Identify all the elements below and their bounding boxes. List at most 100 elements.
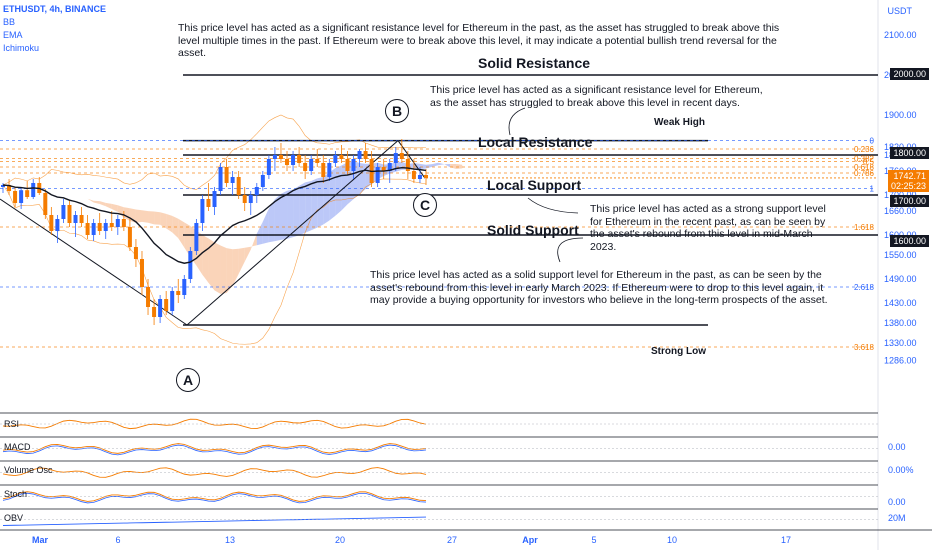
ichimoku-cloud-segment xyxy=(238,247,245,274)
current-price-label: 1742.71 02:25:23 xyxy=(887,170,929,192)
candle-body xyxy=(121,219,126,227)
candle-body xyxy=(297,155,302,163)
y-tick-label: 1330.00 xyxy=(884,338,917,348)
candle-body xyxy=(333,155,338,163)
candle-body xyxy=(278,155,283,159)
x-tick-label: 17 xyxy=(781,535,791,545)
candle-body xyxy=(260,175,265,187)
ichimoku-cloud-segment xyxy=(280,190,288,240)
candle-body xyxy=(55,219,60,231)
indicator-line xyxy=(2,491,427,502)
candle-body xyxy=(146,287,151,307)
candle-body xyxy=(176,291,181,295)
ichimoku-cloud-segment xyxy=(444,164,451,168)
price-label-1800: 1800.00 xyxy=(890,147,929,159)
candle-body xyxy=(194,223,199,251)
candle-body xyxy=(375,167,380,183)
y-tick-label: 2100.00 xyxy=(884,30,917,40)
stoch-panel-label: Stoch xyxy=(4,489,28,499)
candle-body xyxy=(152,307,157,317)
candle-body xyxy=(254,187,259,195)
ichimoku-cloud-segment xyxy=(419,163,426,170)
indicator-signal-line xyxy=(2,444,427,456)
ichimoku-cloud-segment xyxy=(99,201,106,207)
currency-label: USDT xyxy=(887,6,913,16)
candle-body xyxy=(127,227,132,247)
candle-body xyxy=(351,159,356,171)
candle-body xyxy=(79,215,84,223)
price-label-1700: 1700.00 xyxy=(890,195,929,207)
candle-body xyxy=(1,185,5,187)
candle-body xyxy=(97,223,102,231)
ichimoku-cloud-segment xyxy=(166,213,173,233)
ichimoku-cloud-segment xyxy=(341,162,348,211)
candle-body xyxy=(158,299,163,317)
y-tick-label: 1286.00 xyxy=(884,356,917,366)
local-support-arrow xyxy=(527,197,579,214)
candle-body xyxy=(91,223,96,235)
ichimoku-cloud-segment xyxy=(456,164,463,169)
fib-level-label: 0.786 xyxy=(854,169,875,178)
ichimoku-cloud-segment xyxy=(232,248,239,286)
candle-body xyxy=(405,159,410,171)
indicator-ema[interactable]: EMA xyxy=(3,30,23,40)
ichimoku-cloud-segment xyxy=(123,207,130,221)
weak-high-label: Weak High xyxy=(654,117,705,128)
local-resistance-arrow xyxy=(508,107,526,136)
ichimoku-cloud-segment xyxy=(51,192,58,193)
volume-osc-panel-value: 0.00% xyxy=(888,465,914,475)
candle-body xyxy=(133,247,138,259)
fib-level-label: 0.382 xyxy=(854,155,875,164)
symbol-title: ETHUSDT, 4h, BINANCE xyxy=(3,4,107,14)
ichimoku-cloud-segment xyxy=(220,245,227,294)
candle-body xyxy=(230,177,235,183)
candle-body xyxy=(61,205,66,219)
x-tick-label: 10 xyxy=(667,535,677,545)
ichimoku-cloud-segment xyxy=(93,200,100,205)
candle-body xyxy=(309,159,314,171)
candle-body xyxy=(49,215,54,231)
ichimoku-cloud-segment xyxy=(274,193,281,242)
candle-body xyxy=(387,163,392,171)
solid-support-label: Solid Support xyxy=(487,222,579,238)
bollinger-lower-band xyxy=(2,178,427,345)
candle-body xyxy=(327,163,332,177)
ichimoku-cloud-segment xyxy=(438,162,445,166)
fib-level-label: 0 xyxy=(870,137,875,146)
candle-body xyxy=(363,151,368,159)
local-resistance-annotation: This price level has acted as a signific… xyxy=(430,84,763,109)
candle-body xyxy=(399,153,404,159)
ichimoku-cloud-segment xyxy=(105,202,112,209)
candle-body xyxy=(321,163,326,177)
local-resistance-label: Local Resistance xyxy=(478,134,593,150)
ichimoku-cloud-segment xyxy=(256,221,263,246)
y-tick-label: 1900.00 xyxy=(884,110,917,120)
ichimoku-cloud-segment xyxy=(311,178,318,231)
point-a-marker: A xyxy=(176,368,200,392)
candle-body xyxy=(164,299,169,311)
candle-body xyxy=(67,205,72,223)
candle-body xyxy=(417,175,422,179)
candle-body xyxy=(103,223,108,231)
indicator-bb[interactable]: BB xyxy=(3,17,16,27)
macd-panel-value: 0.00 xyxy=(888,442,906,452)
ichimoku-cloud-segment xyxy=(426,164,433,169)
indicator-ichimoku[interactable]: Ichimoku xyxy=(3,43,40,53)
indicator-signal-line xyxy=(2,492,427,504)
local-support-label: Local Support xyxy=(487,177,582,193)
ichimoku-cloud-segment xyxy=(250,233,257,250)
obv-panel-label: OBV xyxy=(4,513,24,523)
candle-body xyxy=(381,167,386,171)
x-tick-label: Mar xyxy=(32,535,49,545)
ichimoku-cloud-segment xyxy=(148,211,155,225)
strong-low-label: Strong Low xyxy=(651,346,706,357)
candle-body xyxy=(139,259,144,287)
candle-body xyxy=(357,151,362,159)
candle-body xyxy=(345,159,350,171)
trend-line-pre-a xyxy=(0,198,188,326)
ichimoku-cloud-segment xyxy=(63,191,70,194)
stoch-panel-value: 0.00 xyxy=(888,497,906,507)
ichimoku-cloud-segment xyxy=(75,191,82,195)
